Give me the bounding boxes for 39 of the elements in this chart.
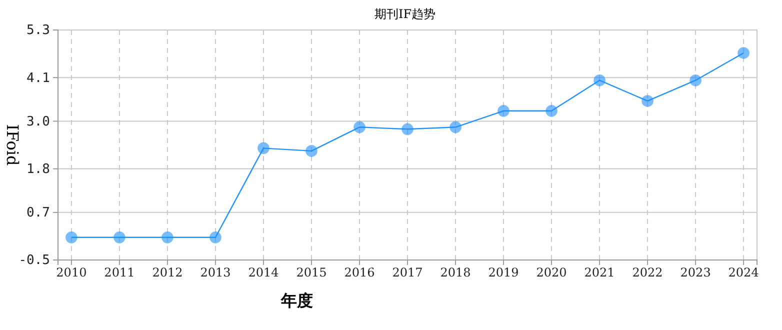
x-tick-label: 2014 [248,266,280,280]
point [114,231,126,244]
point [690,74,702,86]
y-tick-label: -0.5 [18,253,50,268]
x-axis-title: 年度 [280,291,313,310]
x-tick-label: 2013 [200,266,231,280]
x-tick-label: 2023 [680,266,711,280]
point [66,231,78,244]
point [258,142,270,154]
point [642,95,654,107]
x-tick-label: 2021 [584,266,615,280]
x-tick-label: 2010 [56,266,87,280]
point [594,74,606,86]
point [450,121,462,134]
x-tick-label: 2022 [632,266,663,280]
x-tick-label: 2017 [392,266,423,280]
x-tick-label: 2019 [488,266,519,280]
point [306,145,318,157]
point [210,231,222,244]
point [354,121,366,134]
point [738,47,750,59]
x-tick-label: 2020 [536,266,567,280]
x-tick-label: 2012 [152,266,183,280]
point [546,104,558,117]
y-tick-label: 1.8 [26,162,50,177]
x-tick-label: 2018 [440,266,471,280]
chart-title: 期刊IF趋势 [374,7,436,21]
y-tick-label: 4.1 [26,70,50,86]
y-tick-label: 5.3 [26,23,50,38]
y-tick-label: 0.7 [26,206,50,221]
x-tick-label: 2024 [728,266,760,280]
x-tick-label: 2016 [344,266,375,280]
y-axis-title: IFoid [3,124,22,166]
y-tick-label: 3.0 [26,114,50,130]
x-tick-label: 2011 [104,266,135,280]
point [402,123,414,136]
x-tick-label: 2015 [296,266,327,280]
point [498,104,510,117]
point [162,231,174,244]
